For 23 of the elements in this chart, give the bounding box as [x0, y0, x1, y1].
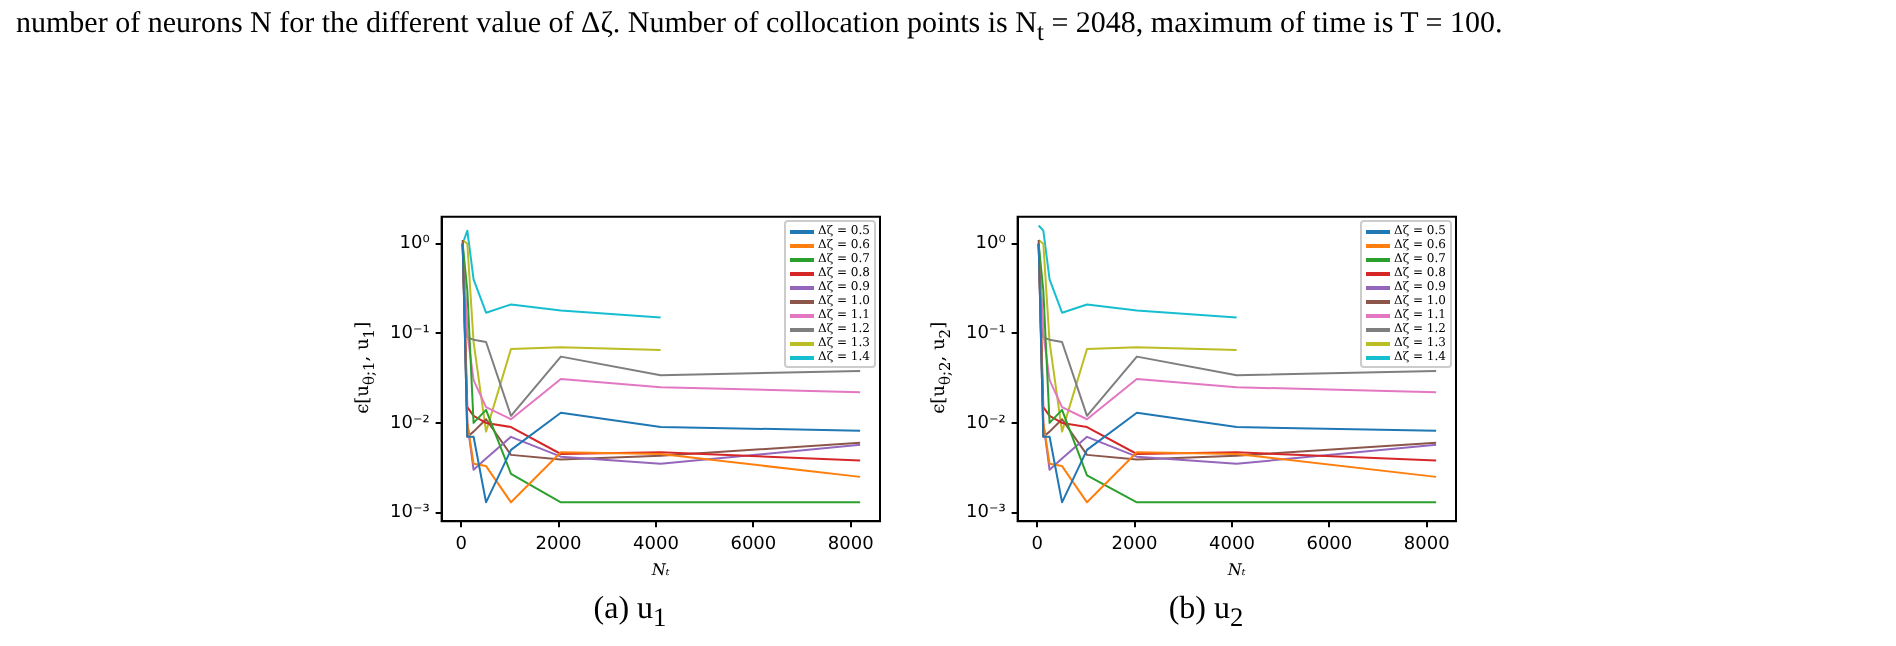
y-tick-label: 10⁻³: [966, 503, 1007, 524]
x-tick-label: 0: [455, 534, 468, 555]
text: number of neurons N for the different value of Δζ. Number of collocation points is N$_{t}$ = 2048, maximum of time is T = 100.: [16, 6, 1505, 50]
y-tick-label: 10⁻¹: [390, 324, 431, 345]
y-tick-label: 10⁻³: [390, 503, 431, 524]
x-tick-label: 6000: [1306, 534, 1353, 555]
y-tick-label: 10⁻¹: [966, 324, 1007, 345]
x-tick-label: 8000: [1403, 534, 1451, 555]
y-tick-label: 10⁻²: [966, 413, 1007, 434]
y-tick-label: 10⁻²: [390, 413, 431, 434]
text: (b) u$_{2}$: [1166, 592, 1246, 635]
x-axis-title: Nₜ: [1225, 560, 1246, 579]
x-tick-label: 6000: [730, 534, 777, 555]
x-tick-label: 4000: [633, 534, 680, 555]
x-tick-label: 4000: [1209, 534, 1256, 555]
x-tick-label: 8000: [827, 534, 875, 555]
x-tick-label: 2000: [535, 534, 582, 555]
x-axis-title: Nₜ: [649, 560, 670, 579]
y-tick-label: 10⁰: [975, 234, 1007, 255]
text: (a) u$_{1}$: [591, 592, 669, 635]
x-tick-label: 0: [1031, 534, 1044, 555]
y-tick-label: 10⁰: [399, 234, 431, 255]
x-tick-label: 2000: [1111, 534, 1158, 555]
